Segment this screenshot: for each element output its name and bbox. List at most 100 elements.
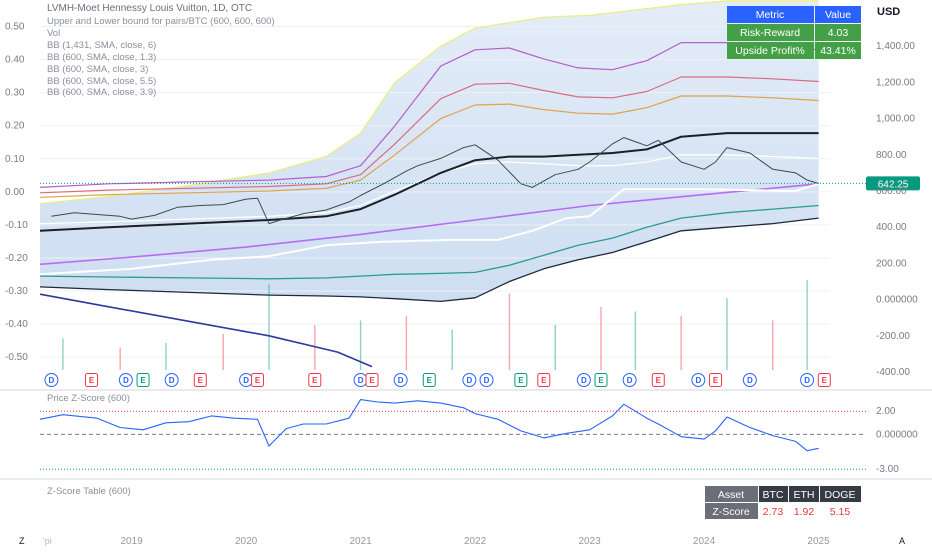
dividend-marker[interactable]: D bbox=[622, 373, 637, 387]
left-tick-label: 0.40 bbox=[5, 55, 25, 66]
right-tick-label: 400.00 bbox=[876, 222, 907, 233]
earnings-marker[interactable]: E bbox=[365, 373, 379, 387]
last-price-tag bbox=[866, 176, 920, 191]
dividend-marker[interactable]: D bbox=[479, 373, 494, 387]
dividend-marker[interactable]: D bbox=[462, 373, 477, 387]
risk-reward-value-cell bbox=[815, 24, 861, 41]
asset-header: Asset bbox=[718, 489, 744, 501]
dividend-marker[interactable]: D bbox=[44, 373, 59, 387]
volume-bar bbox=[806, 280, 808, 370]
marker-shape bbox=[622, 373, 637, 387]
left-tick-label: 0.10 bbox=[5, 154, 25, 165]
series-line-7 bbox=[39, 217, 819, 303]
marker-shape bbox=[691, 373, 706, 387]
volume-bar bbox=[772, 320, 774, 370]
right-tick-label: 200.00 bbox=[876, 258, 907, 269]
metric-header-cell bbox=[727, 6, 814, 23]
eth-header: ETH bbox=[794, 489, 815, 501]
marker-label: E bbox=[140, 376, 146, 385]
earnings-marker[interactable]: E bbox=[85, 373, 99, 387]
earnings-marker[interactable]: E bbox=[594, 373, 608, 387]
left-tick-label: -0.50 bbox=[5, 352, 28, 363]
marker-shape bbox=[193, 373, 207, 387]
volume-bar bbox=[680, 316, 682, 370]
x-tick-label: 2023 bbox=[578, 536, 601, 547]
zscore-pane[interactable]: 2.00 0.000000 -3.00 bbox=[39, 399, 918, 476]
earnings-marker[interactable]: E bbox=[136, 373, 150, 387]
x-tick-label: 2025 bbox=[807, 536, 830, 547]
earnings-marker[interactable]: E bbox=[709, 373, 723, 387]
currency-button[interactable]: USD bbox=[872, 3, 920, 20]
earnings-marker[interactable]: E bbox=[651, 373, 665, 387]
legend-line-0: LVMH-Moet Hennessy Louis Vuitton, 1D, OT… bbox=[47, 3, 252, 14]
marker-shape bbox=[118, 373, 133, 387]
marker-shape bbox=[251, 373, 265, 387]
earnings-marker[interactable]: E bbox=[817, 373, 831, 387]
marker-label: E bbox=[541, 376, 547, 385]
marker-shape bbox=[136, 373, 150, 387]
marker-shape bbox=[800, 373, 815, 387]
series-line-3 bbox=[39, 95, 819, 198]
zscore-pane-title: Price Z-Score (600) bbox=[47, 393, 130, 404]
doge-header-cell bbox=[820, 486, 861, 502]
marker-label: D bbox=[747, 376, 753, 385]
marker-label: E bbox=[198, 376, 204, 385]
asset-header-cell bbox=[705, 486, 758, 502]
marker-shape bbox=[365, 373, 379, 387]
marker-shape bbox=[742, 373, 757, 387]
legend-line-2: Vol bbox=[47, 28, 60, 39]
main-pane[interactable]: 642.25 bbox=[39, 0, 920, 370]
earnings-marker[interactable]: E bbox=[308, 373, 322, 387]
dividend-marker[interactable]: D bbox=[353, 373, 368, 387]
marker-label: E bbox=[822, 376, 828, 385]
auto-scale-toggle[interactable]: A bbox=[899, 536, 905, 546]
marker-shape bbox=[462, 373, 477, 387]
dividend-marker[interactable]: D bbox=[393, 373, 408, 387]
marker-shape bbox=[537, 373, 551, 387]
timezone-toggle[interactable]: Z bbox=[19, 536, 25, 546]
x-tick-label: 2019 bbox=[120, 536, 143, 547]
left-tick-label: 0.30 bbox=[5, 88, 25, 99]
eth-zscore: 1.92 bbox=[794, 506, 815, 518]
dividend-marker[interactable]: D bbox=[118, 373, 133, 387]
marker-label: E bbox=[598, 376, 604, 385]
volume-bar bbox=[726, 298, 728, 370]
dividend-marker[interactable]: D bbox=[691, 373, 706, 387]
currency-button-bg bbox=[872, 3, 920, 20]
marker-label: E bbox=[89, 376, 95, 385]
dividend-marker[interactable]: D bbox=[576, 373, 591, 387]
partial-tick-label: 'pi bbox=[43, 536, 52, 546]
marker-label: D bbox=[169, 376, 175, 385]
x-tick-label: 2021 bbox=[349, 536, 372, 547]
volume-bar bbox=[405, 316, 408, 370]
legend-line-7: BB (600, SMA, close, 3.9) bbox=[47, 87, 156, 98]
left-axis: 0.50 0.40 0.30 0.20 0.10 0.00 -0.10 -0.20 -0.30 -… bbox=[5, 22, 28, 364]
dividend-marker[interactable]: D bbox=[800, 373, 815, 387]
earnings-marker[interactable]: E bbox=[514, 373, 528, 387]
marker-shape bbox=[422, 373, 436, 387]
marker-label: E bbox=[518, 376, 524, 385]
left-tick-label: -0.10 bbox=[5, 220, 28, 231]
volume-bar bbox=[359, 320, 362, 370]
dividend-marker[interactable]: D bbox=[239, 373, 254, 387]
zscore-table-title: Z-Score Table (600) bbox=[47, 486, 131, 497]
zscore-label-cell bbox=[705, 503, 758, 519]
right-tick-label: 1,000.00 bbox=[876, 114, 915, 125]
marker-label: D bbox=[243, 376, 249, 385]
legend: LVMH-Moet Hennessy Louis Vuitton, 1D, OT… bbox=[47, 3, 275, 98]
marker-shape bbox=[651, 373, 665, 387]
dividend-marker[interactable]: D bbox=[742, 373, 757, 387]
dividend-marker[interactable]: D bbox=[164, 373, 179, 387]
earnings-marker[interactable]: E bbox=[251, 373, 265, 387]
marker-label: D bbox=[581, 376, 587, 385]
earnings-marker[interactable]: E bbox=[537, 373, 551, 387]
earnings-marker[interactable]: E bbox=[193, 373, 207, 387]
earnings-marker[interactable]: E bbox=[422, 373, 436, 387]
marker-label: E bbox=[255, 376, 261, 385]
last-price-label: 642.25 bbox=[878, 179, 909, 190]
risk-reward-label: Risk-Reward bbox=[740, 27, 800, 39]
marker-shape bbox=[164, 373, 179, 387]
metric-table: Metric Value Risk-Reward 4.03 Upside Pro… bbox=[727, 6, 861, 59]
btc-header: BTC bbox=[763, 489, 784, 501]
